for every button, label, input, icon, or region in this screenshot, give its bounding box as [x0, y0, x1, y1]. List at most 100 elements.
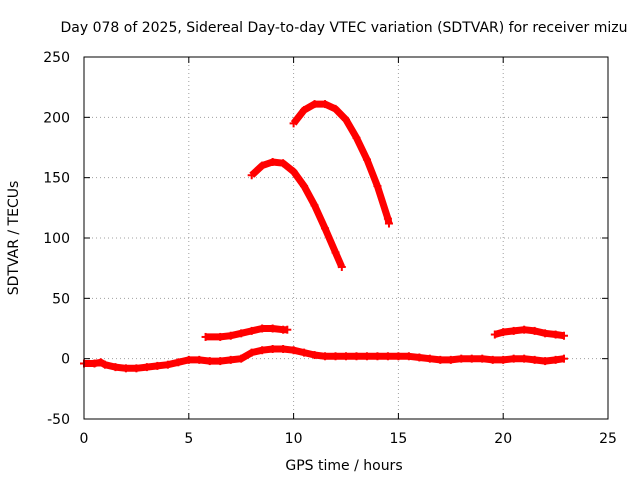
data-point	[184, 355, 193, 364]
data-point	[268, 324, 277, 333]
data-point	[268, 157, 277, 166]
data-point	[446, 355, 455, 364]
x-tick-label: 20	[494, 431, 512, 447]
data-point	[237, 329, 246, 338]
data-point	[373, 352, 382, 361]
data-point	[551, 355, 560, 364]
data-point	[530, 355, 539, 364]
series-line	[249, 158, 346, 269]
data-point	[342, 352, 350, 361]
data-point	[289, 346, 298, 355]
data-point	[490, 330, 499, 339]
data-point	[300, 106, 309, 115]
data-point	[279, 159, 288, 168]
data-point	[96, 358, 105, 367]
series-line	[205, 325, 288, 341]
x-tick-label: 5	[184, 431, 193, 447]
data-point	[362, 155, 371, 164]
x-tick-label: 25	[599, 431, 617, 447]
data-point	[310, 201, 319, 210]
data-point	[541, 357, 550, 366]
data-point	[195, 355, 204, 364]
series-arc-10-15	[289, 100, 393, 228]
data-point	[488, 355, 497, 364]
y-tick-label: 150	[43, 171, 70, 187]
data-point	[520, 354, 529, 363]
data-point	[331, 352, 340, 361]
data-point	[216, 357, 225, 366]
data-point	[258, 324, 267, 333]
data-point	[509, 326, 518, 335]
data-point	[383, 352, 392, 361]
x-tick-label: 0	[80, 431, 89, 447]
data-point	[174, 358, 183, 367]
x-tick-label: 10	[285, 431, 303, 447]
data-point	[237, 354, 246, 363]
x-tick-label: 15	[389, 431, 407, 447]
data-point	[425, 354, 434, 363]
data-point	[283, 325, 292, 334]
data-point	[436, 355, 445, 364]
data-point	[499, 328, 508, 337]
data-point	[541, 329, 550, 338]
series-arc-8-12	[247, 157, 346, 271]
series-line	[290, 100, 393, 225]
data-point	[457, 354, 466, 363]
data-point	[559, 331, 568, 340]
data-point	[520, 325, 529, 334]
data-point	[300, 348, 309, 357]
data-point	[163, 360, 172, 369]
chart-title: Day 078 of 2025, Sidereal Day-to-day VTE…	[61, 20, 628, 36]
data-point	[90, 359, 99, 368]
data-point	[216, 332, 225, 341]
data-point	[373, 182, 382, 191]
axis-ticks: 0 5 10 15 20 25 -50 0 50 100 150 200 250	[43, 50, 617, 447]
data-point	[247, 171, 256, 180]
data-point	[321, 100, 330, 109]
data-point	[289, 119, 298, 128]
data-point	[530, 326, 539, 335]
data-point	[383, 214, 392, 223]
data-point	[384, 219, 393, 228]
data-point	[153, 361, 162, 370]
data-point	[331, 248, 340, 257]
data-point	[404, 352, 413, 361]
data-point	[226, 331, 235, 340]
data-point	[201, 332, 210, 341]
data-point	[551, 330, 560, 339]
data-point	[415, 353, 424, 362]
data-point	[121, 364, 130, 373]
y-tick-label: 100	[43, 231, 70, 247]
data-point	[100, 360, 109, 369]
data-point	[478, 354, 487, 363]
data-point	[310, 100, 319, 109]
y-axis-label: SDTVAR / TECUs	[6, 181, 22, 296]
data-point	[268, 345, 277, 354]
data-point	[321, 352, 330, 361]
data-point	[352, 352, 361, 361]
data-point	[310, 351, 319, 360]
data-point	[509, 354, 518, 363]
data-series	[80, 100, 568, 373]
data-point	[559, 354, 568, 363]
data-point	[289, 167, 298, 176]
data-point	[321, 224, 330, 233]
series-arc-20-23	[490, 325, 568, 340]
data-point	[142, 363, 151, 372]
data-point	[258, 161, 267, 170]
data-point	[331, 104, 340, 113]
data-point	[467, 354, 476, 363]
y-tick-label: 250	[43, 50, 70, 66]
y-tick-label: 0	[61, 352, 70, 368]
data-point	[132, 364, 141, 373]
x-axis-label: GPS time / hours	[285, 458, 402, 474]
data-point	[352, 133, 361, 142]
series-arc-6-10	[201, 324, 292, 341]
data-point	[300, 182, 309, 191]
data-point	[205, 357, 214, 366]
data-point	[394, 352, 403, 361]
data-point	[111, 363, 120, 372]
plot-frame	[83, 56, 609, 420]
data-point	[279, 345, 288, 354]
